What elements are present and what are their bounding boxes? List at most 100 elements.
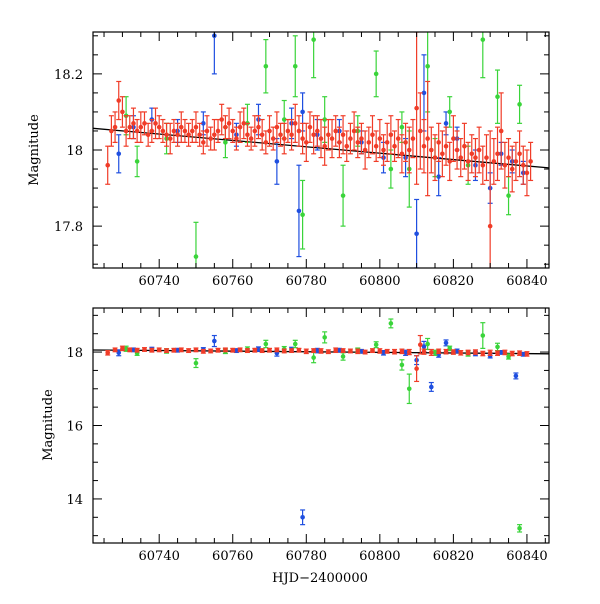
bottom-data-point: [123, 346, 129, 352]
top-data-point: [241, 121, 247, 126]
bottom-data-point: [406, 386, 412, 392]
top-data-point: [399, 124, 405, 130]
top-data-point: [425, 63, 430, 69]
bottom-data-point: [234, 348, 239, 353]
bottom-data-point: [421, 344, 427, 349]
top-data-point: [307, 124, 313, 130]
bottom-data-point: [443, 349, 449, 354]
top-data-point: [311, 132, 316, 138]
top-data-point: [285, 128, 291, 134]
top-data-point: [462, 143, 467, 149]
top-data-point: [517, 151, 522, 157]
bottom-data-point: [355, 349, 361, 354]
top-data-point: [359, 136, 364, 141]
top-data-point: [381, 147, 386, 153]
top-data-point: [311, 37, 316, 42]
top-data-point: [230, 128, 236, 134]
bottom-data-point: [156, 347, 162, 353]
top-series-1: [123, 32, 523, 268]
bottom-data-point: [509, 351, 515, 356]
top-data-point: [223, 140, 228, 145]
bottom-series-0: [116, 334, 526, 526]
top-data-point: [120, 109, 125, 115]
top-data-point: [355, 140, 361, 145]
top-data-point: [340, 132, 346, 138]
bottom-data-point: [333, 347, 339, 353]
top-data-point: [487, 223, 493, 229]
bottom-x-tick-label: 60760: [212, 549, 253, 564]
top-data-point: [429, 147, 434, 153]
top-data-point: [201, 140, 206, 145]
bottom-data-point: [480, 333, 486, 338]
top-data-point: [414, 105, 419, 111]
top-data-point: [384, 140, 390, 145]
bottom-data-point: [186, 348, 191, 353]
top-data-point: [480, 162, 486, 168]
top-data-point: [502, 162, 508, 168]
top-data-point: [333, 128, 339, 134]
top-data-point: [495, 94, 500, 100]
bottom-data-point: [487, 350, 493, 356]
top-data-point: [399, 151, 405, 157]
top-data-point: [296, 128, 302, 134]
bottom-data-point: [178, 347, 184, 353]
top-data-point: [443, 121, 449, 126]
top-data-point: [252, 128, 258, 134]
top-data-point: [454, 147, 460, 153]
bottom-x-axis-label: HJD−2400000: [272, 571, 368, 586]
top-data-point: [440, 151, 445, 157]
bottom-data-point: [502, 350, 508, 355]
bottom-data-point: [208, 348, 213, 354]
bottom-data-point: [520, 351, 526, 357]
top-data-point: [171, 128, 177, 134]
top-data-point: [259, 132, 265, 138]
top-data-point: [340, 193, 346, 198]
top-data-point: [263, 63, 269, 69]
top-data-point: [509, 166, 515, 172]
top-data-point: [167, 136, 173, 141]
bottom-data-point: [223, 347, 228, 353]
bottom-x-tick-label: 60780: [286, 549, 327, 564]
bottom-x-tick-label: 60740: [139, 549, 180, 564]
top-data-point: [432, 155, 438, 160]
bottom-data-point: [175, 347, 180, 353]
bottom-data-point: [142, 347, 147, 352]
top-data-point: [178, 124, 184, 130]
top-data-point: [164, 132, 169, 138]
top-data-point: [274, 124, 280, 130]
bottom-data-point: [311, 355, 316, 360]
bottom-data-point: [359, 349, 364, 354]
top-plot-area: [93, 32, 549, 268]
top-data-point: [116, 98, 122, 103]
top-data-point: [495, 151, 500, 157]
bottom-data-point: [149, 347, 155, 353]
top-data-point: [197, 132, 202, 138]
top-data-point: [473, 155, 478, 160]
top-data-point: [392, 143, 397, 149]
bottom-data-point: [451, 349, 456, 355]
bottom-data-point: [263, 341, 269, 347]
top-data-point: [292, 63, 298, 69]
bottom-panel: Magnitude HJD−2400000 60740 60760 60780 608…: [41, 307, 550, 586]
top-data-point: [465, 159, 471, 164]
bottom-data-point: [414, 366, 419, 371]
top-data-point: [248, 136, 254, 141]
top-data-point: [388, 166, 394, 172]
bottom-y-axis-label: Magnitude: [41, 389, 56, 461]
bottom-data-point: [340, 348, 346, 353]
top-data-point: [348, 136, 353, 141]
top-data-point: [300, 136, 305, 141]
bottom-data-point: [337, 347, 342, 353]
bottom-data-point: [193, 360, 199, 366]
top-data-point: [189, 128, 195, 134]
bottom-data-point: [392, 349, 397, 354]
top-data-point: [315, 128, 320, 134]
bottom-data-point: [237, 347, 243, 353]
bottom-data-point: [245, 348, 250, 353]
bottom-data-point: [388, 321, 394, 326]
bottom-data-point: [458, 350, 464, 356]
top-data-point: [270, 136, 276, 141]
bottom-data-point: [296, 347, 302, 353]
top-data-point: [447, 159, 453, 164]
bottom-data-point: [480, 351, 486, 356]
